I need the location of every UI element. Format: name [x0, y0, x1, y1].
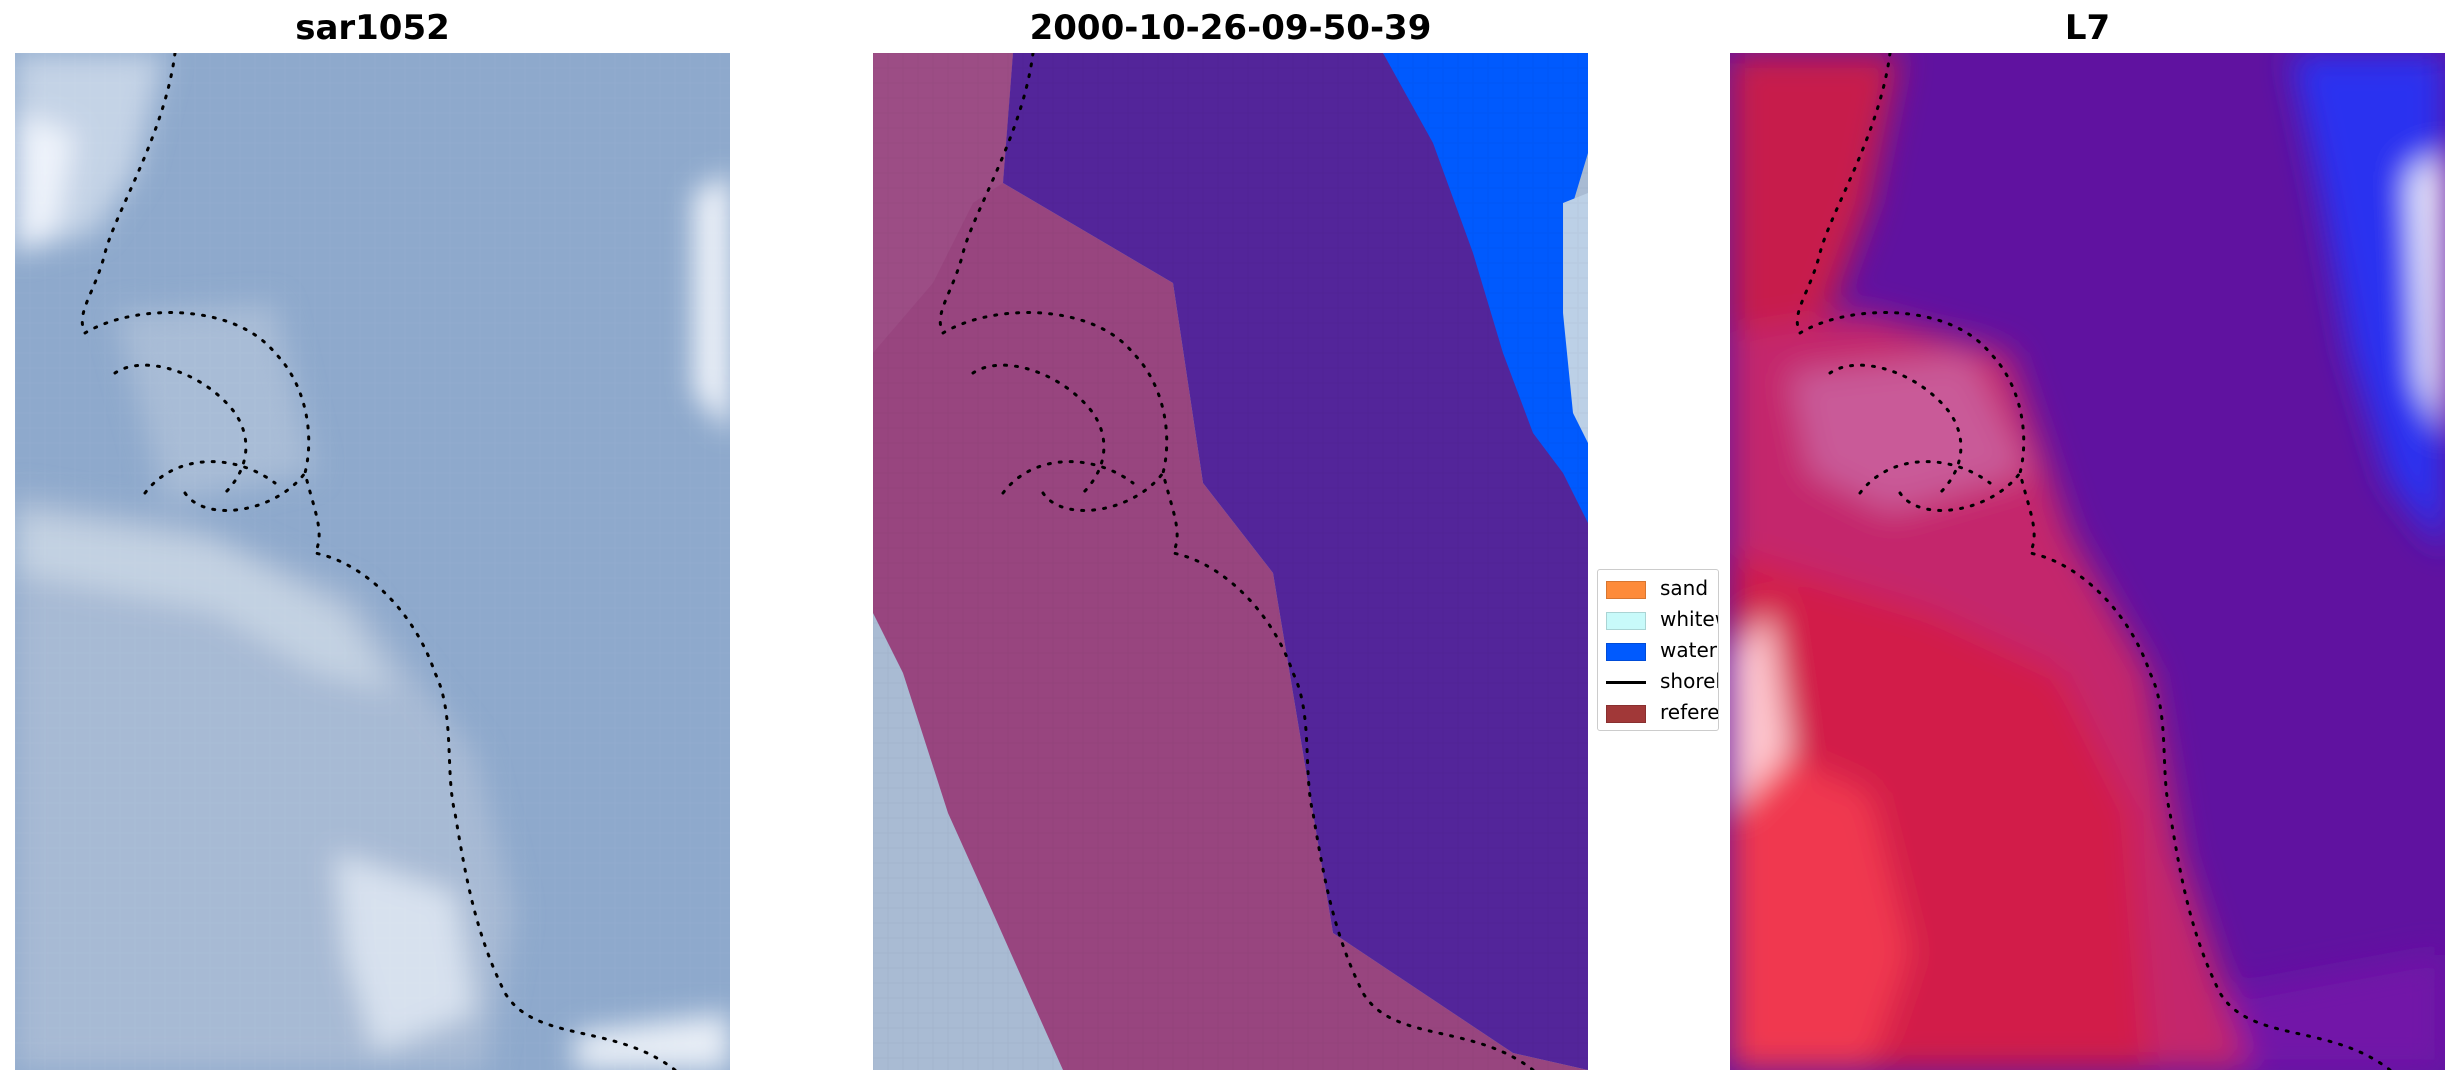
- index-image-panel: [1730, 53, 2445, 1070]
- shoreline: [80, 53, 677, 1070]
- legend-label-shoreline: shoreline: [1660, 669, 1718, 693]
- classified-image: [873, 53, 1588, 1070]
- legend-label-water: water: [1660, 638, 1717, 662]
- legend-item-reference: reference: [1606, 700, 1719, 724]
- classified-image-panel: [873, 53, 1588, 1070]
- index-image: [1730, 53, 2445, 1070]
- water-swatch: [1606, 642, 1646, 661]
- panel-title-date: 2000-10-26-09-50-39: [1029, 8, 1432, 48]
- sand-swatch: [1606, 580, 1646, 599]
- rgb-image: [15, 53, 730, 1070]
- reference-swatch: [1606, 704, 1646, 723]
- panel-title-l7: L7: [2064, 8, 2111, 48]
- legend-item-sand: sand: [1606, 576, 1708, 600]
- whitewater-swatch: [1606, 611, 1646, 630]
- shoreline-line-icon: [1606, 681, 1646, 684]
- shoreline: [938, 53, 1535, 1070]
- legend-item-shoreline: shoreline: [1606, 669, 1718, 693]
- legend-item-water: water: [1606, 638, 1717, 662]
- panel-title-sar1052: sar1052: [295, 8, 450, 48]
- legend-label-reference: reference: [1660, 700, 1719, 724]
- rgb-image-panel: [15, 53, 730, 1070]
- legend-label-sand: sand: [1660, 576, 1709, 600]
- shoreline: [1795, 53, 2392, 1070]
